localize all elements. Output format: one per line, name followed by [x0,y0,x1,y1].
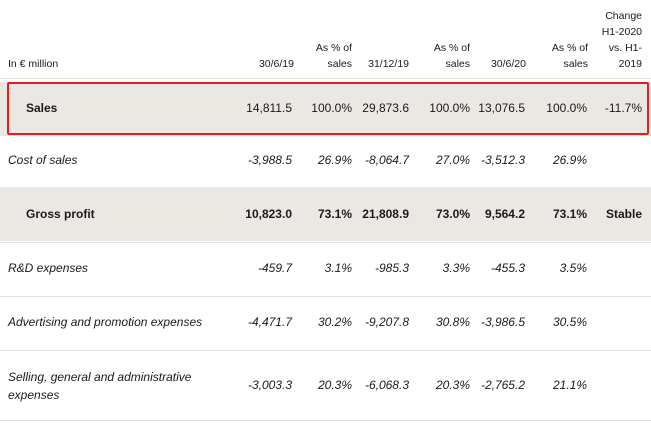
cell-value: -985.3 [374,261,409,275]
cell-value: -2,765.2 [480,378,525,392]
cell-value: 29,873.6 [362,101,409,115]
cell-value: 3.3% [442,261,470,275]
header-col-change: Change H1-2020 vs. H1- 2019 [601,10,642,70]
cell-value: Stable [605,207,642,221]
table-row-sga-expenses: Selling, general and administrative expe… [0,351,651,423]
cell-value: 21.1% [552,378,587,392]
header-col-pct-jun20: As % of sales [551,42,588,70]
cell-value: 30.8% [435,315,470,329]
header-col-jun19: 30/6/19 [258,58,294,70]
cell-value: -455.3 [490,261,525,275]
cell-value: 100.0% [546,101,587,115]
row-label: Advertising and promotion expenses [8,315,203,329]
cell-value: 26.9% [552,153,587,167]
cell-value: 73.1% [317,207,352,221]
cell-value: 27.0% [435,153,470,167]
cell-value: 20.3% [435,378,470,392]
cell-value: 20.3% [317,378,352,392]
header-unit-label: In € million [8,58,59,70]
cell-value: -3,003.3 [247,378,292,392]
cell-value: 3.1% [324,261,352,275]
cell-value: -3,512.3 [480,153,525,167]
table-row-cost-of-sales: Cost of sales -3,988.5 26.9% -8,064.7 27… [0,136,651,186]
header-row: In € million 30/6/19 As % of sales 31/12… [0,0,651,78]
header-col-pct-dec19: As % of sales [433,42,470,70]
cell-value: -3,986.5 [480,315,525,329]
header-col-jun20: 30/6/20 [490,58,526,70]
cell-value: 9,564.2 [484,207,525,221]
highlight-box [7,82,649,135]
cell-value: 100.0% [311,101,352,115]
cell-value: 14,811.5 [246,101,292,115]
cell-value: -8,064.7 [364,153,409,167]
cell-value: 10,823.0 [245,207,292,221]
cell-value: 30.5% [552,315,587,329]
cell-value: 26.9% [317,153,352,167]
cell-value: -9,207.8 [364,315,409,329]
row-label: Sales [26,101,58,115]
cell-value: -459.7 [257,261,292,275]
table-row-gross-profit: Gross profit 10,823.0 73.1% 21,808.9 73.… [0,187,651,241]
row-label: Cost of sales [8,153,78,167]
cell-value: 13,076.5 [478,101,525,115]
cell-value: -4,471.7 [247,315,292,329]
cell-value: 73.0% [435,207,470,221]
cell-value: -3,988.5 [247,153,292,167]
cell-value: -11.7% [604,101,642,115]
table-row-rd-expenses: R&D expenses -459.7 3.1% -985.3 3.3% -45… [0,243,651,296]
cell-value: 73.1% [552,207,587,221]
row-label: R&D expenses [8,261,89,275]
row-label: Selling, general and administrative expe… [8,370,192,402]
header-col-dec19: 31/12/19 [368,58,409,70]
cell-value: 30.2% [317,315,352,329]
header-col-pct-jun19: As % of sales [315,42,352,70]
cell-value: 21,808.9 [362,207,409,221]
table-row-sales: Sales 14,811.5 100.0% 29,873.6 100.0% 13… [0,82,651,135]
row-label: Gross profit [26,207,95,221]
cell-value: 3.5% [559,261,587,275]
cell-value: 100.0% [429,101,470,115]
table-row-advertising-expenses: Advertising and promotion expenses -4,47… [0,297,651,350]
cell-value: -6,068.3 [364,378,409,392]
